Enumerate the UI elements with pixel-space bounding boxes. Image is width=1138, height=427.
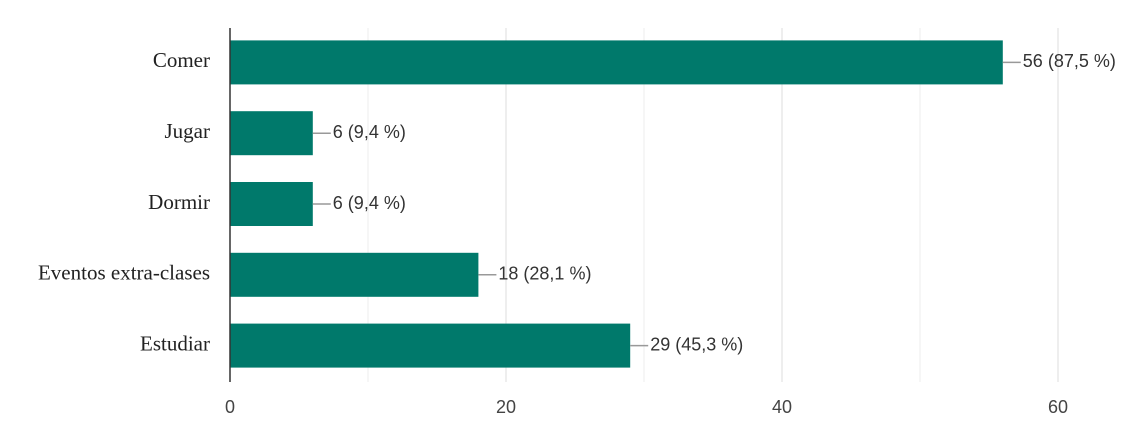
bar xyxy=(230,182,313,226)
category-label: Jugar xyxy=(165,119,211,143)
category-label: Estudiar xyxy=(140,331,210,355)
bar xyxy=(230,40,1003,85)
x-tick-label: 40 xyxy=(772,397,792,417)
value-label: 56 (87,5 %) xyxy=(1023,51,1116,71)
value-label: 29 (45,3 %) xyxy=(650,334,743,354)
category-label: Dormir xyxy=(148,190,210,214)
bar xyxy=(230,323,631,368)
value-label: 6 (9,4 %) xyxy=(333,122,406,142)
bar xyxy=(230,252,479,297)
x-tick-label: 20 xyxy=(496,397,516,417)
x-tick-label: 0 xyxy=(225,397,235,417)
value-label: 6 (9,4 %) xyxy=(333,193,406,213)
bar xyxy=(230,111,313,156)
value-label: 18 (28,1 %) xyxy=(498,264,591,284)
category-label: Eventos extra-clases xyxy=(38,261,210,285)
category-label: Comer xyxy=(153,48,210,72)
x-tick-label: 60 xyxy=(1048,397,1068,417)
